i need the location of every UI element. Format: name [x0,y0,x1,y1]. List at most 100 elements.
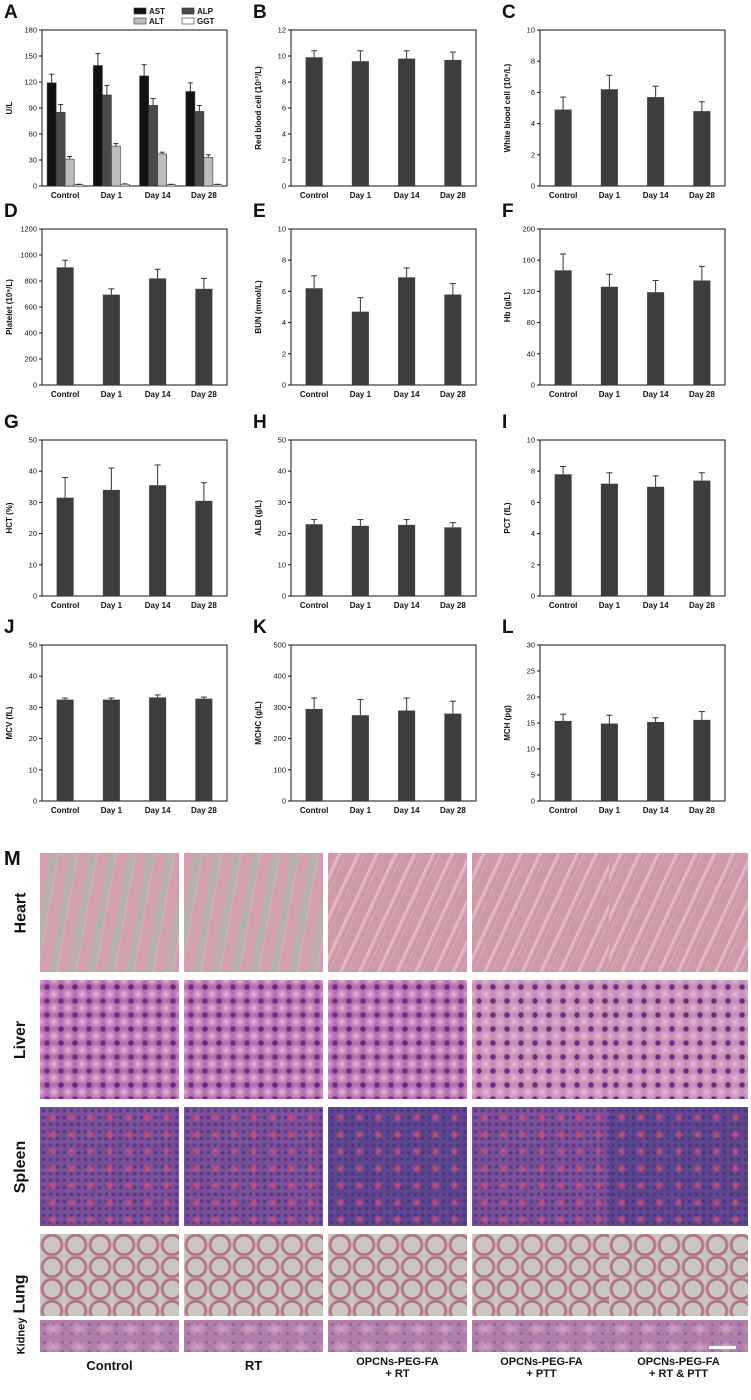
bar-j [195,698,213,801]
tile-liver-rt [184,980,323,1099]
y-tick-label-l: 30 [527,641,535,650]
legend-label-ast: AST [149,7,165,16]
x-tick-label-a: Day 1 [101,191,123,200]
x-tick-label-e: Day 28 [440,390,466,399]
x-tick-label-b: Day 14 [394,191,420,200]
x-tick-label-f: Day 28 [689,390,715,399]
y-tick-label-f: 200 [522,225,535,234]
y-tick-label-h: 50 [278,436,286,445]
panel-letter-d: D [4,201,18,222]
y-tick-label-i: 10 [527,436,535,445]
bar-c [554,109,572,186]
x-tick-label-j: Day 14 [145,806,171,815]
x-tick-label-a: Day 28 [191,191,217,200]
y-tick-label-l: 5 [531,771,535,780]
y-tick-label-a: 180 [24,26,37,35]
bar-d [149,278,167,385]
row-label-kidney: Kidney [15,1317,27,1355]
y-axis-label-c: White blood cell (10⁹/L) [503,63,512,152]
x-tick-label-e: Day 14 [394,390,420,399]
bar-g [102,489,120,596]
x-tick-label-d: Control [51,390,79,399]
x-tick-label-g: Day 14 [145,601,171,610]
x-tick-label-e: Day 1 [350,390,372,399]
x-tick-label-d: Day 1 [101,390,123,399]
y-tick-label-h: 0 [282,592,286,601]
bar-l [647,721,665,801]
x-tick-label-c: Control [549,191,577,200]
chart-panel-i: I 0 2 4 6 8 10 PCT (fL) Control Day 1 Day 14 Day 28 [502,412,726,610]
y-tick-label-j: 20 [29,734,37,743]
x-tick-label-l: Day 1 [599,806,621,815]
y-tick-label-f: 0 [531,381,535,390]
tile-kidney-ptt-drug [472,1320,611,1352]
y-tick-label-f: 40 [527,349,535,358]
group-label-control: Control [86,1358,133,1373]
tile-lung-rt-ptt-drug [609,1234,748,1316]
chart-panel-j: J 0 10 20 30 40 50 MCV (fL) Control Day 1 Day 14 Da… [4,617,228,815]
bar-e [444,294,462,385]
bar-j [149,697,167,801]
y-tick-label-j: 10 [29,765,37,774]
y-tick-label-g: 20 [29,529,37,538]
y-tick-label-g: 50 [29,436,37,445]
y-tick-label-k: 200 [273,734,286,743]
tile-spleen-rt-ptt-drug [609,1107,748,1226]
x-tick-label-i: Day 1 [599,601,621,610]
chart-panel-a: A 0 30 60 90 120 150 180 U/L Control Day 1 Day 14 Da… [4,2,228,200]
y-tick-label-a: 30 [29,156,37,165]
group-label-opcns-rt-ptt: OPCNs-PEG-FA + RT & PTT [637,1356,720,1380]
x-tick-label-l: Day 14 [643,806,669,815]
x-tick-label-f: Control [549,390,577,399]
y-tick-label-d: 400 [24,329,37,338]
tile-spleen-control [40,1107,179,1226]
x-tick-label-d: Day 28 [191,390,217,399]
y-tick-label-j: 30 [29,703,37,712]
tile-heart-rt [184,853,323,972]
y-tick-label-g: 30 [29,498,37,507]
bar-j [102,699,120,801]
bar-k [444,713,462,801]
x-tick-label-k: Day 14 [394,806,420,815]
x-tick-label-b: Day 1 [350,191,372,200]
y-axis-label-f: Hb (g/L) [503,292,512,323]
chart-panel-b: B 0 2 4 6 8 10 12 Red blood cell (10¹²/L) Control… [253,2,477,200]
x-tick-label-j: Day 28 [191,806,217,815]
tile-lung-ptt-drug [472,1234,611,1316]
y-tick-label-a: 60 [29,130,37,139]
bar-f [647,292,665,385]
y-tick-label-h: 20 [278,529,286,538]
bar-d [56,267,74,385]
bar-e [398,277,416,385]
bar-i [647,486,665,596]
tile-heart-rt-ptt-drug [609,853,748,972]
y-axis-label-i: PCT (fL) [503,502,512,533]
y-tick-label-k: 400 [273,672,286,681]
y-axis-label-h: ALB (g/L) [254,500,263,536]
y-tick-label-d: 600 [24,303,37,312]
y-tick-label-a: 120 [24,78,37,87]
y-tick-label-b: 0 [282,182,286,191]
bar-g [56,497,74,596]
y-tick-label-b: 8 [282,78,286,87]
y-tick-label-b: 4 [282,130,286,139]
panel-letter-f: F [502,201,514,222]
y-tick-label-e: 4 [282,318,286,327]
legend-swatch-alt [133,17,147,25]
bar-l [600,723,618,801]
chart-panel-f: F 0 40 80 120 160 200 Hb (g/L) Control Day 1 Day 1… [502,201,726,399]
plot-frame-f [539,228,726,386]
bar-c [693,111,711,186]
y-tick-label-k: 500 [273,641,286,650]
tile-spleen-rt-drug [328,1107,467,1226]
tile-lung-rt-drug [328,1234,467,1316]
y-tick-label-f: 160 [522,256,535,265]
bar-d [102,294,120,385]
tile-liver-ptt-drug [472,980,611,1099]
panel-letter-m: M [4,848,21,870]
bar-e [351,311,369,385]
panel-letter-k: K [253,617,267,638]
y-axis-label-a: U/L [5,101,14,114]
bar-l [693,719,711,801]
x-tick-label-l: Control [549,806,577,815]
